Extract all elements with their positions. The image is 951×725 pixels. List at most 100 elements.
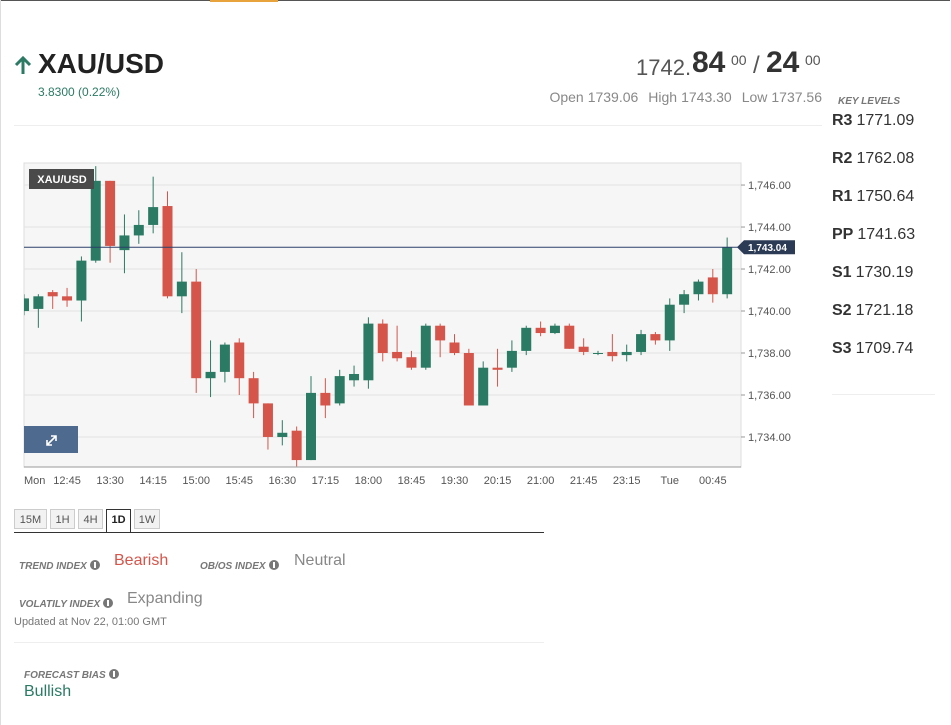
candle-body <box>463 353 474 406</box>
top-accent <box>210 0 278 2</box>
candle-body <box>564 325 575 349</box>
candle-body <box>707 277 718 295</box>
candle-body <box>205 371 216 379</box>
plot-area <box>23 162 742 468</box>
candle-body <box>679 294 690 305</box>
candle-body <box>506 350 517 368</box>
level-name: R3 <box>832 112 853 129</box>
candle-body <box>105 180 116 246</box>
key-level: S2 1721.18 <box>832 302 913 320</box>
candle-body <box>24 298 29 312</box>
stat-label: Open <box>549 89 584 105</box>
candle-body <box>593 353 603 354</box>
candle-body <box>90 180 101 261</box>
change: 3.8300 (0.22%) <box>38 85 121 99</box>
obos-index: OB/OS INDEX <box>200 556 279 574</box>
key-level: S1 1730.19 <box>832 264 913 282</box>
level-value: 1750.64 <box>856 188 915 205</box>
volatility-value: Expanding <box>127 590 203 607</box>
tabs-underline <box>14 532 544 533</box>
x-tick-label: 21:45 <box>570 475 598 487</box>
candle-body <box>33 296 44 309</box>
candle-body <box>621 351 632 356</box>
x-tick-label: 16:30 <box>269 475 297 487</box>
forecast-label: FORECAST BIAS <box>24 670 106 681</box>
stat-value: 1739.06 <box>587 89 639 105</box>
candle-body <box>693 281 704 295</box>
x-tick-label: 13:30 <box>96 475 124 487</box>
candle-body <box>234 342 245 379</box>
stats: Open 1739.06 High 1743.30 Low 1737.56 <box>549 89 822 105</box>
badge-label: XAU/USD <box>37 174 87 186</box>
level-name: R2 <box>832 150 853 167</box>
candle-body <box>62 296 73 301</box>
timeframe-tab[interactable]: 15M <box>14 509 47 529</box>
x-tick-label: 14:15 <box>139 475 167 487</box>
x-tick-label: 17:15 <box>312 475 340 487</box>
y-tick-label: 1,736.00 <box>748 390 791 402</box>
candle-body <box>392 351 403 359</box>
candle-body <box>406 357 417 368</box>
candle-body <box>176 281 187 297</box>
candle-body <box>133 224 144 236</box>
candle-body <box>722 247 733 295</box>
timeframe-tab[interactable]: 1W <box>134 509 160 529</box>
y-tick-label: 1,746.00 <box>748 180 791 192</box>
separator: / <box>753 52 760 79</box>
candle-body <box>291 430 302 461</box>
candle-body <box>334 376 345 404</box>
key-level: R2 1762.08 <box>832 150 914 168</box>
x-tick-label: Tue <box>660 475 679 487</box>
x-tick-label: 20:15 <box>484 475 512 487</box>
y-tick-label: 1,744.00 <box>748 222 791 234</box>
expand-button[interactable] <box>24 426 78 453</box>
level-name: S1 <box>832 264 852 281</box>
updated: Updated at Nov 22, 01:00 GMT <box>14 616 167 628</box>
help-icon[interactable] <box>108 669 119 679</box>
top-border <box>0 0 950 1</box>
level-value: 1721.18 <box>855 302 914 319</box>
candle-body <box>521 327 532 351</box>
candle-body <box>277 432 288 437</box>
candle-body <box>162 206 173 297</box>
candle-body <box>47 292 58 297</box>
x-tick-label: 21:00 <box>527 475 555 487</box>
x-tick-label: 18:00 <box>355 475 383 487</box>
stat-label: Low <box>741 89 768 105</box>
level-name: R1 <box>832 188 853 205</box>
timeframe-tab[interactable]: 1D <box>106 509 131 533</box>
up-arrow <box>14 55 32 74</box>
help-icon[interactable] <box>268 560 279 570</box>
level-value: 1762.08 <box>856 150 915 167</box>
help-icon[interactable] <box>89 560 100 570</box>
candle-body <box>248 378 259 404</box>
y-tick-label: 1,738.00 <box>748 348 791 360</box>
level-value: 1771.09 <box>856 112 915 129</box>
key-levels-title: KEY LEVELS <box>838 96 901 107</box>
candle-body <box>420 325 431 368</box>
price-tag <box>737 240 795 255</box>
x-tick-label: 18:45 <box>398 475 426 487</box>
level-name: S3 <box>832 340 852 357</box>
candle-body <box>191 281 202 379</box>
candle-body <box>148 207 159 225</box>
timeframe-tab[interactable]: 1H <box>50 509 75 529</box>
ask-big: 24 <box>766 46 800 79</box>
trend-index: TREND INDEX <box>19 556 100 574</box>
candle-body <box>219 344 230 372</box>
timeframe-tab[interactable]: 4H <box>78 509 103 529</box>
level-value: 1709.74 <box>855 340 914 357</box>
candle-body <box>76 260 87 301</box>
key-level: PP 1741.63 <box>832 226 915 244</box>
candle-body <box>607 351 618 357</box>
candle-body <box>650 334 661 341</box>
x-tick-label: 23:15 <box>613 475 641 487</box>
level-name: S2 <box>832 302 852 319</box>
candle-body <box>377 323 388 353</box>
candle-body <box>320 392 331 406</box>
help-icon[interactable] <box>103 598 114 608</box>
stat-value: 1737.56 <box>771 89 822 105</box>
symbol: XAU/USD <box>38 48 165 79</box>
level-value: 1730.19 <box>855 264 914 281</box>
